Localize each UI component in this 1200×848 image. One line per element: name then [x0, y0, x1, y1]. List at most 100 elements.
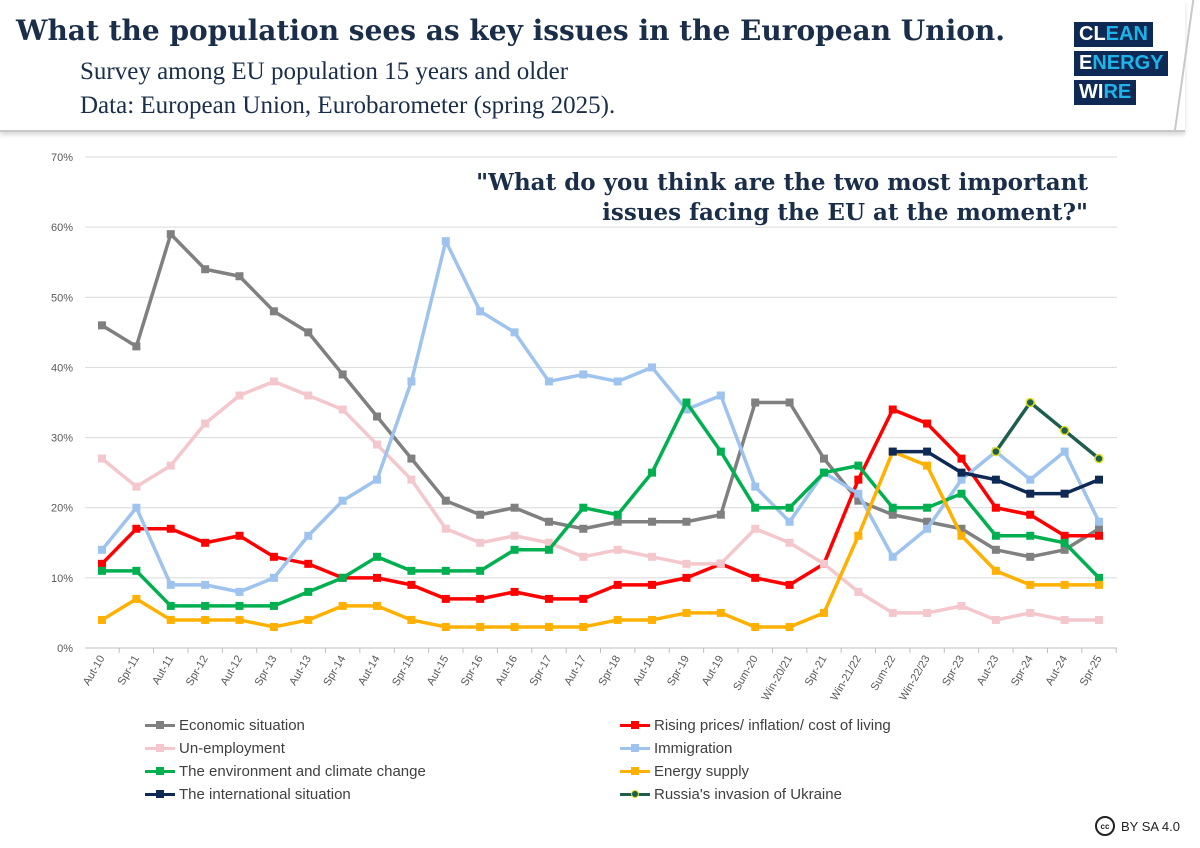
data-point	[991, 503, 1000, 512]
data-point	[166, 601, 175, 610]
data-point	[510, 622, 519, 631]
data-point	[235, 615, 244, 624]
x-tick-label: Spr-21	[803, 654, 830, 689]
data-point	[579, 370, 588, 379]
y-tick-label: 50%	[51, 292, 73, 304]
data-point	[957, 531, 966, 540]
data-point	[648, 468, 657, 477]
data-point	[98, 545, 106, 554]
data-point	[407, 566, 416, 575]
legend-label: The environment and climate change	[179, 762, 426, 780]
data-point	[785, 517, 794, 526]
data-point	[98, 454, 106, 463]
data-point	[1025, 397, 1035, 408]
data-point	[373, 475, 382, 484]
cc-icon: cc	[1094, 816, 1115, 836]
data-point	[923, 461, 932, 470]
data-point	[613, 580, 622, 589]
data-point	[888, 608, 897, 617]
data-point	[613, 510, 622, 519]
data-point	[476, 510, 485, 519]
x-tick-label: Win-20/21	[760, 654, 795, 703]
data-point	[407, 615, 416, 624]
license: cc BY SA 4.0	[1094, 816, 1180, 836]
x-tick-label: Aut-23	[975, 654, 1002, 688]
legend-label: Economic situation	[179, 716, 305, 734]
legend-label: Immigration	[654, 739, 733, 757]
legend-label: Un-employment	[179, 739, 285, 757]
data-point	[235, 601, 244, 610]
x-tick-label: Win-22/23	[897, 654, 932, 703]
data-point	[991, 566, 1000, 575]
legend-item: The environment and climate change	[145, 761, 620, 781]
data-point	[269, 601, 278, 610]
data-point	[923, 524, 932, 533]
data-point	[991, 545, 1000, 554]
data-point	[373, 440, 382, 449]
data-point	[819, 608, 828, 617]
data-point	[751, 482, 760, 491]
data-point	[957, 489, 966, 498]
data-point	[373, 412, 382, 421]
x-tick-label: Aut-17	[562, 654, 589, 688]
data-point	[991, 475, 1000, 484]
data-point	[785, 622, 794, 631]
subtitle: Survey among EU population 15 years and …	[80, 58, 569, 85]
data-point	[544, 377, 553, 386]
data-point	[888, 552, 897, 561]
data-point	[579, 503, 588, 512]
data-point	[304, 615, 313, 624]
data-point	[304, 587, 313, 596]
data-point	[613, 545, 622, 554]
data-point	[751, 398, 760, 407]
data-point	[166, 461, 175, 470]
data-point	[132, 524, 141, 533]
data-point	[441, 566, 450, 575]
data-point	[991, 531, 1000, 540]
data-point	[957, 601, 966, 610]
data-point	[923, 447, 932, 456]
data-point	[98, 566, 106, 575]
x-tick-label: Aut-15	[425, 654, 452, 688]
data-point	[407, 454, 416, 463]
data-point	[991, 446, 1001, 457]
legend-label: Rising prices/ inflation/ cost of living	[654, 716, 891, 734]
data-point	[407, 377, 416, 386]
data-point	[923, 517, 932, 526]
series-line-3	[100, 239, 1101, 594]
data-point	[751, 524, 760, 533]
data-point	[407, 580, 416, 589]
data-point	[716, 559, 725, 568]
data-point	[476, 538, 485, 547]
data-point	[510, 503, 519, 512]
legend-swatch	[620, 789, 650, 798]
data-point	[785, 580, 794, 589]
y-tick-label: 70%	[51, 152, 73, 164]
data-point	[1026, 580, 1035, 589]
data-point	[682, 559, 691, 568]
data-point	[1060, 489, 1069, 498]
data-point	[716, 510, 725, 519]
data-point	[476, 622, 485, 631]
legend-item: Russia's invasion of Ukraine	[620, 784, 1005, 804]
data-point	[441, 237, 450, 246]
y-tick-label: 0%	[57, 643, 73, 655]
x-tick-label: Sum-22	[869, 654, 899, 693]
data-point	[1026, 552, 1035, 561]
series-line-1	[100, 407, 1099, 601]
x-tick-label: Aut-18	[631, 654, 658, 688]
x-tick-label: Spr-14	[321, 654, 348, 689]
data-point	[682, 405, 691, 414]
data-point	[957, 454, 966, 463]
x-tick-label: Spr-16	[459, 654, 486, 689]
data-point	[854, 587, 863, 596]
data-point	[682, 517, 691, 526]
data-point	[1095, 524, 1103, 533]
data-point	[579, 594, 588, 603]
data-point	[98, 321, 106, 330]
y-tick-label: 30%	[51, 433, 73, 445]
data-point	[1095, 531, 1103, 540]
data-point	[1059, 425, 1070, 436]
data-point	[888, 405, 897, 414]
data-point	[201, 601, 210, 610]
